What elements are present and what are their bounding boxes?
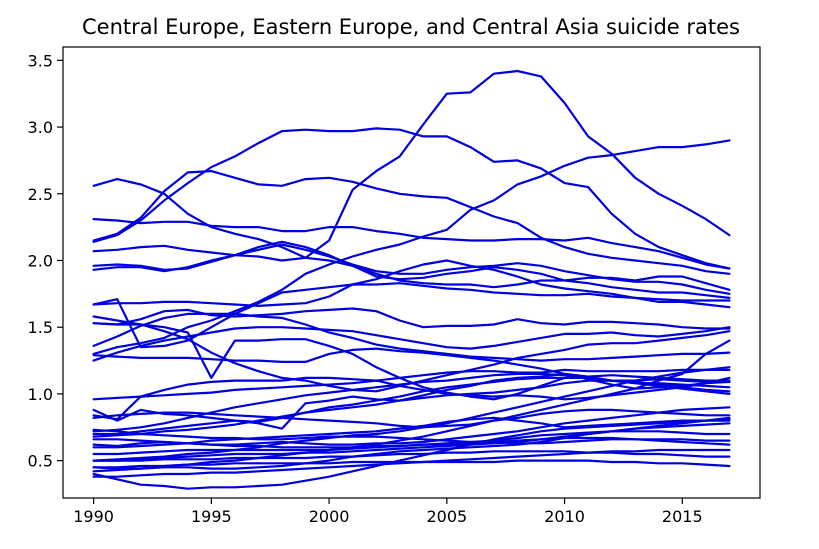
series-line-7	[92, 243, 731, 295]
series-line-22	[92, 372, 731, 438]
x-axis: 1990 1995 2000 2005 2010 2015	[73, 498, 703, 526]
x-tick-label: 1990	[73, 507, 114, 526]
series-line-21	[92, 378, 731, 436]
x-tick-label: 2015	[662, 507, 703, 526]
series-line-9	[92, 259, 731, 309]
series-line-11	[92, 307, 731, 330]
chart-title: Central Europe, Eastern Europe, and Cent…	[82, 15, 740, 39]
x-tick-label: 2000	[309, 507, 350, 526]
series-line-27	[92, 416, 731, 449]
y-tick-label: 1.0	[28, 385, 53, 404]
series-line-6	[92, 244, 731, 291]
y-tick-label: 3.0	[28, 118, 53, 137]
series-line-12	[92, 312, 731, 362]
series-line-14	[92, 282, 731, 349]
series-line-2	[92, 127, 731, 270]
series-line-31	[92, 418, 731, 490]
series-line-4	[92, 139, 731, 355]
y-tick-label: 0.5	[28, 452, 53, 471]
y-tick-label: 3.5	[28, 51, 53, 70]
x-tick-label: 2010	[544, 507, 585, 526]
x-tick-label: 2005	[426, 507, 467, 526]
series-line-36	[92, 436, 731, 449]
series-line-3	[92, 69, 731, 259]
series-line-32	[92, 422, 731, 470]
series-line-1	[92, 170, 731, 275]
x-tick-label: 1995	[191, 507, 232, 526]
series-line-15	[92, 347, 731, 390]
plot-area-frame	[62, 46, 761, 499]
y-tick-label: 1.5	[28, 318, 53, 337]
y-tick-label: 2.0	[28, 251, 53, 270]
series-lines	[92, 69, 731, 490]
y-tick-label: 2.5	[28, 185, 53, 204]
series-line-5	[92, 218, 731, 270]
series-line-17	[92, 376, 731, 421]
series-line-35	[92, 459, 731, 469]
y-axis: 0.5 1.0 1.5 2.0 2.5 3.0 3.5	[28, 51, 63, 471]
series-line-23	[92, 366, 731, 462]
series-line-18	[92, 368, 731, 401]
series-line-8	[92, 240, 731, 299]
series-line-34	[92, 450, 731, 462]
